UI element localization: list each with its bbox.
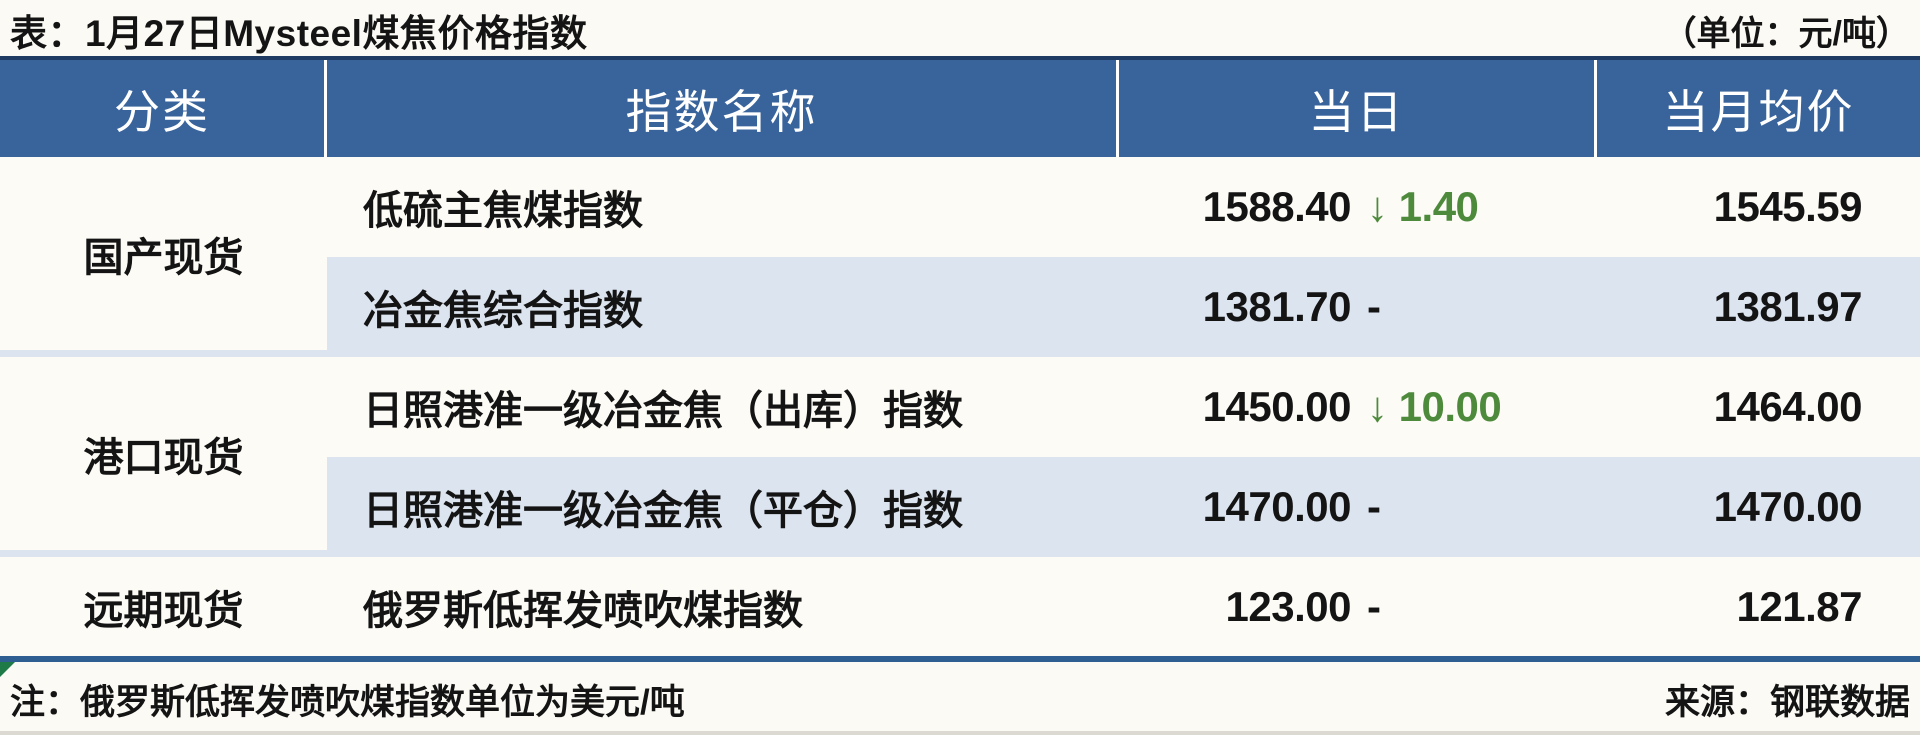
data-source: 来源：钢联数据 <box>1664 683 1910 722</box>
unit-label: （单位：元/吨） <box>1662 14 1910 53</box>
month-avg-cell: 1470.00 <box>1597 457 1920 557</box>
page-title: 表：1月27日Mysteel煤焦价格指数 <box>10 13 588 54</box>
today-value: 1470.00 <box>1202 483 1352 530</box>
green-corner-mark <box>0 662 15 677</box>
today-change-flat: - <box>1367 283 1381 330</box>
month-avg-cell: 121.87 <box>1597 557 1920 656</box>
month-avg-cell: 1464.00 <box>1597 357 1920 457</box>
today-value: 1588.40 <box>1202 183 1352 230</box>
today-value-cell: 1450.00 ↓ 10.00 <box>1119 357 1597 457</box>
today-value-cell: 1470.00 - <box>1119 457 1597 557</box>
col-header-today: 当日 <box>1119 60 1597 157</box>
footer-bar: 注：俄罗斯低挥发喷吹煤指数单位为美元/吨 来源：钢联数据 <box>0 662 1920 731</box>
col-header-month-avg: 当月均价 <box>1597 60 1920 157</box>
today-value-cell: 1588.40 ↓ 1.40 <box>1119 157 1597 257</box>
today-change-down: ↓ 1.40 <box>1367 183 1479 230</box>
col-header-category: 分类 <box>0 60 327 157</box>
index-name-cell: 俄罗斯低挥发喷吹煤指数 <box>327 557 1119 656</box>
footnote: 注：俄罗斯低挥发喷吹煤指数单位为美元/吨 <box>10 683 685 722</box>
category-cell-forward-spot: 远期现货 <box>0 557 327 656</box>
title-bar: 表：1月27日Mysteel煤焦价格指数 （单位：元/吨） <box>0 0 1920 56</box>
today-value: 1450.00 <box>1202 383 1352 430</box>
index-name-cell: 日照港准一级冶金焦（平仓）指数 <box>327 457 1119 557</box>
today-value: 1381.70 <box>1202 283 1352 330</box>
index-name-cell: 冶金焦综合指数 <box>327 257 1119 357</box>
table-top-border <box>0 56 1920 60</box>
today-value-cell: 1381.70 - <box>1119 257 1597 357</box>
month-avg-cell: 1545.59 <box>1597 157 1920 257</box>
table-bottom-border <box>0 656 1920 662</box>
today-value-cell: 123.00 - <box>1119 557 1597 656</box>
index-name-cell: 日照港准一级冶金焦（出库）指数 <box>327 357 1119 457</box>
today-change-flat: - <box>1367 582 1381 630</box>
index-name-cell: 低硫主焦煤指数 <box>327 157 1119 257</box>
price-index-table: 分类 指数名称 当日 当月均价 国产现货 港口现货 远期现货 低硫主焦煤指数 1… <box>0 60 1920 656</box>
category-cell-port-spot: 港口现货 <box>0 357 327 557</box>
col-header-index-name: 指数名称 <box>327 60 1119 157</box>
today-change-down: ↓ 10.00 <box>1367 383 1502 430</box>
bottom-edge-shadow <box>0 731 1920 735</box>
category-cell-domestic-spot: 国产现货 <box>0 157 327 357</box>
today-value: 123.00 <box>1225 582 1352 630</box>
month-avg-cell: 1381.97 <box>1597 257 1920 357</box>
today-change-flat: - <box>1367 483 1381 530</box>
